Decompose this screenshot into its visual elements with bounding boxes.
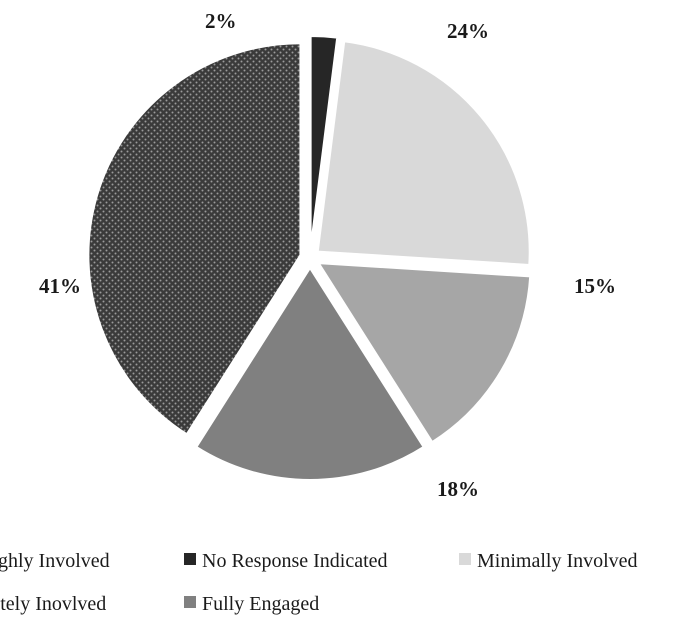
legend-item: Moderately Inovlved (0, 593, 106, 615)
legend-label: Moderately Inovlved (0, 593, 106, 615)
legend-swatch (184, 596, 196, 608)
pie-slice-moderately-involved (316, 261, 532, 444)
legend-item: No Response Indicated (184, 550, 388, 572)
data-label: 41% (39, 274, 81, 298)
legend: Highly Involved No Response Indicated Mini… (0, 550, 638, 615)
legend-label: No Response Indicated (202, 550, 388, 572)
legend-item: Highly Involved (0, 550, 110, 572)
data-label: 15% (574, 274, 616, 298)
legend-item: Minimally Involved (459, 550, 638, 572)
legend-swatch (459, 553, 471, 565)
legend-label: Highly Involved (0, 550, 110, 572)
data-label: 2% (205, 9, 237, 33)
pie-data-labels: 2% 24% 15% 18% 41% (39, 9, 616, 501)
pie-slice-highly-involved (87, 42, 302, 436)
legend-label: Minimally Involved (477, 550, 638, 572)
legend-item: Fully Engaged (184, 593, 319, 615)
pie-slice-fully-engaged (195, 266, 425, 481)
pie-slice-minimally-involved (316, 40, 531, 266)
legend-swatch (184, 553, 196, 565)
pie-slice-no-response-indicated (309, 35, 339, 249)
data-label: 18% (437, 477, 479, 501)
legend-label: Fully Engaged (202, 593, 319, 615)
pie-slices (87, 35, 532, 481)
data-label: 24% (447, 19, 489, 43)
